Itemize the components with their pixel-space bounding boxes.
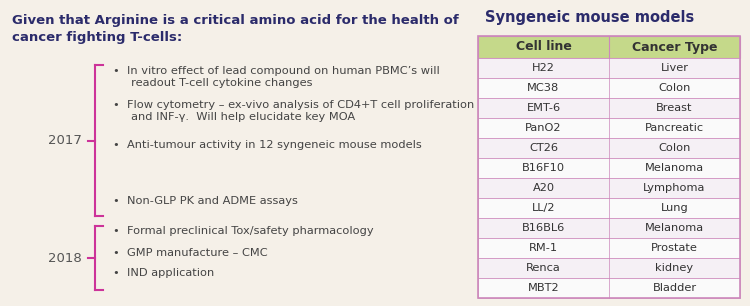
Text: Colon: Colon — [658, 83, 691, 93]
FancyBboxPatch shape — [478, 178, 740, 198]
FancyBboxPatch shape — [478, 158, 740, 178]
Text: PanO2: PanO2 — [525, 123, 562, 133]
Text: B16BL6: B16BL6 — [522, 223, 566, 233]
Text: Prostate: Prostate — [651, 243, 698, 253]
Text: LL/2: LL/2 — [532, 203, 555, 213]
Text: MBT2: MBT2 — [528, 283, 560, 293]
Text: Syngeneic mouse models: Syngeneic mouse models — [485, 10, 694, 25]
Text: •  IND application: • IND application — [113, 268, 214, 278]
Text: •  Non-GLP PK and ADME assays: • Non-GLP PK and ADME assays — [113, 196, 298, 206]
Text: •  Flow cytometry – ex-vivo analysis of CD4+T cell proliferation
     and INF-γ.: • Flow cytometry – ex-vivo analysis of C… — [113, 100, 474, 121]
Text: kidney: kidney — [656, 263, 694, 273]
Text: Melanoma: Melanoma — [645, 223, 704, 233]
FancyBboxPatch shape — [478, 36, 740, 58]
Text: A20: A20 — [532, 183, 554, 193]
Text: •  Formal preclinical Tox/safety pharmacology: • Formal preclinical Tox/safety pharmaco… — [113, 226, 374, 236]
FancyBboxPatch shape — [478, 218, 740, 238]
Text: Melanoma: Melanoma — [645, 163, 704, 173]
Text: Colon: Colon — [658, 143, 691, 153]
Text: MC38: MC38 — [527, 83, 560, 93]
Text: Lung: Lung — [661, 203, 688, 213]
FancyBboxPatch shape — [478, 198, 740, 218]
Text: Bladder: Bladder — [652, 283, 697, 293]
FancyBboxPatch shape — [478, 258, 740, 278]
Text: 2018: 2018 — [48, 252, 82, 264]
FancyBboxPatch shape — [478, 278, 740, 298]
FancyBboxPatch shape — [478, 138, 740, 158]
Text: Given that Arginine is a critical amino acid for the health of
cancer fighting T: Given that Arginine is a critical amino … — [12, 14, 459, 44]
Text: •  GMP manufacture – CMC: • GMP manufacture – CMC — [113, 248, 268, 258]
Text: Liver: Liver — [661, 63, 688, 73]
Text: •  In vitro effect of lead compound on human PBMC’s will
     readout T-cell cyt: • In vitro effect of lead compound on hu… — [113, 66, 439, 88]
Text: 2017: 2017 — [48, 134, 82, 147]
FancyBboxPatch shape — [478, 118, 740, 138]
Text: CT26: CT26 — [529, 143, 558, 153]
Text: RM-1: RM-1 — [529, 243, 558, 253]
Text: H22: H22 — [532, 63, 555, 73]
Text: Breast: Breast — [656, 103, 693, 113]
Text: Lymphoma: Lymphoma — [644, 183, 706, 193]
FancyBboxPatch shape — [478, 98, 740, 118]
Text: Cancer Type: Cancer Type — [632, 40, 717, 54]
Text: Cell line: Cell line — [515, 40, 572, 54]
Text: B16F10: B16F10 — [522, 163, 565, 173]
Text: •  Anti-tumour activity in 12 syngeneic mouse models: • Anti-tumour activity in 12 syngeneic m… — [113, 140, 422, 150]
FancyBboxPatch shape — [478, 238, 740, 258]
FancyBboxPatch shape — [478, 78, 740, 98]
Text: Renca: Renca — [526, 263, 561, 273]
Text: EMT-6: EMT-6 — [526, 103, 560, 113]
Text: Pancreatic: Pancreatic — [645, 123, 704, 133]
FancyBboxPatch shape — [478, 58, 740, 78]
